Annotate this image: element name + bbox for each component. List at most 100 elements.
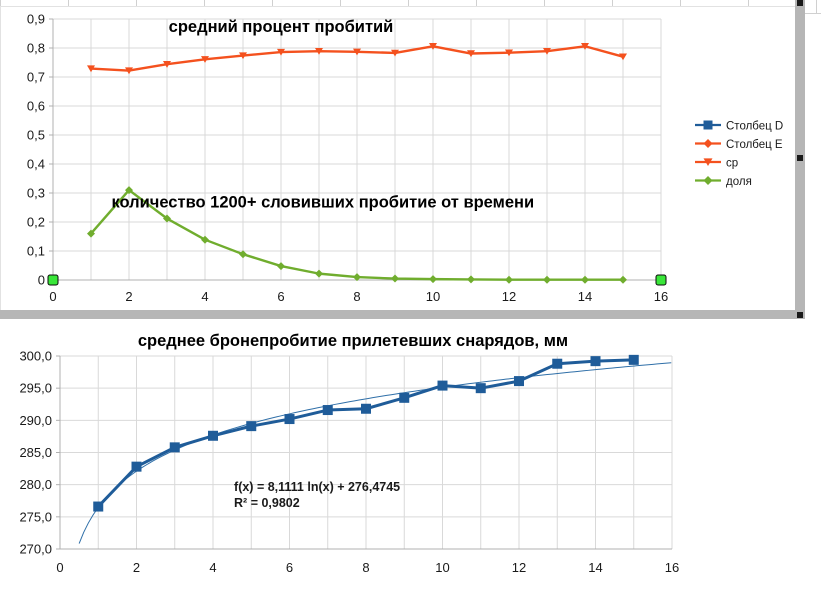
y-axis-tick-label: 0,2	[27, 215, 45, 230]
data-point-marker	[201, 56, 209, 63]
y-axis-tick-label: 285,0	[19, 445, 52, 460]
data-point-marker	[163, 61, 171, 68]
x-axis-tick-label: 14	[578, 289, 592, 304]
x-axis-tick-label: 10	[435, 560, 449, 575]
data-point-marker	[391, 274, 399, 283]
data-point-marker	[543, 47, 551, 55]
top-chart-canvas[interactable]: 0 0,1 0,2 0,3 0,4 0,5 0,6 0,7 0,8 0,9 0 2 4 6 8 10 12 14 1…	[1, 7, 799, 313]
data-point-marker	[277, 262, 285, 271]
y-axis-tick-label: 0,1	[27, 244, 45, 259]
sheet-col-line	[816, 0, 817, 14]
y-axis-tick-label: 0	[38, 273, 45, 288]
x-axis-tick-label: 12	[502, 289, 516, 304]
y-axis-tick-label: 295,0	[19, 381, 52, 396]
data-point-marker	[125, 67, 133, 75]
data-point-marker	[703, 176, 713, 185]
y-axis-tick-label: 280,0	[19, 477, 52, 492]
selection-handle-middle-right[interactable]	[797, 155, 803, 161]
data-point-marker	[239, 52, 247, 60]
trendline-r2-label: R² = 0,9802	[234, 496, 300, 510]
data-point-marker	[353, 48, 361, 56]
data-point-marker	[619, 275, 627, 284]
y-axis-tick-label: 0,9	[27, 12, 45, 27]
data-point-marker	[246, 421, 257, 432]
y-axis-tick-label: 0,5	[27, 128, 45, 143]
data-point-marker	[581, 275, 589, 284]
y-axis-tick-label: 0,7	[27, 70, 45, 85]
legend-label-0: Столбец D	[726, 121, 783, 133]
legend-label-1: Столбец E	[726, 139, 783, 151]
y-axis-tick-label: 275,0	[19, 509, 52, 524]
x-axis-tick-label: 6	[277, 289, 284, 304]
x-axis-tick-label: 4	[201, 289, 208, 304]
x-axis-tick-label: 14	[588, 560, 602, 575]
data-point-marker	[391, 49, 399, 57]
data-point-marker	[543, 275, 551, 284]
data-point-marker	[87, 65, 95, 73]
handle-box[interactable]	[655, 274, 667, 286]
data-point-marker	[208, 430, 218, 441]
y-axis-tick-label: 0,8	[27, 41, 45, 56]
data-point-marker	[315, 47, 323, 55]
y-axis-tick-label: 0,3	[27, 186, 45, 201]
data-point-marker	[467, 275, 475, 284]
x-axis-tick-label: 2	[125, 289, 132, 304]
bottom-chart-title: среднее бронепробитие прилетевших снаряд…	[138, 332, 568, 350]
x-axis-tick-label: 8	[362, 560, 369, 575]
data-point-marker	[131, 461, 142, 472]
data-point-marker	[437, 380, 448, 391]
y-axis-tick-label: 0,4	[27, 157, 45, 172]
chart-selection-frame-bottom[interactable]	[0, 310, 805, 319]
chart-annotation-1: количество 1200+ словивших пробитие от в…	[111, 194, 534, 212]
x-axis-tick-label: 0	[56, 560, 63, 575]
y-axis-tick-label: 290,0	[19, 413, 52, 428]
data-point-marker	[429, 275, 437, 284]
data-point-marker	[125, 186, 133, 195]
x-axis-tick-label: 16	[654, 289, 668, 304]
data-point-marker	[353, 273, 361, 282]
data-point-marker	[552, 358, 563, 369]
series-selection-handle-0[interactable]	[47, 274, 59, 286]
y-axis-tick-label: 270,0	[19, 542, 52, 557]
bottom-chart-object[interactable]: 270,0 275,0 280,0 285,0 290,0 295,0 300,0 0 2 4 6 8…	[0, 324, 800, 596]
x-axis-tick-label: 12	[512, 560, 526, 575]
y-axis-tick-label: 0,6	[27, 99, 45, 114]
data-point-marker	[163, 214, 171, 223]
series-selection-handle-1[interactable]	[655, 274, 667, 286]
x-axis-tick-label: 6	[286, 560, 293, 575]
chart-annotation-0: средний процент пробитий	[169, 18, 394, 36]
data-point-marker	[201, 235, 209, 244]
x-axis-tick-label: 8	[353, 289, 360, 304]
bottom-chart-canvas[interactable]: 270,0 275,0 280,0 285,0 290,0 295,0 300,0 0 2 4 6 8…	[0, 324, 800, 596]
y-axis-tick-label: 300,0	[19, 349, 52, 364]
x-axis-tick-label: 4	[209, 560, 216, 575]
top-chart-object[interactable]: 0 0,1 0,2 0,3 0,4 0,5 0,6 0,7 0,8 0,9 0 2 4 6 8 10 12 14 1…	[0, 6, 800, 314]
selection-handle-top-right[interactable]	[797, 0, 803, 6]
data-point-marker	[399, 392, 410, 403]
data-point-marker	[628, 354, 639, 365]
data-point-marker	[93, 501, 104, 512]
data-point-marker	[467, 50, 475, 58]
legend-label-2: ср	[726, 158, 738, 170]
x-axis-tick-label: 2	[133, 560, 140, 575]
selection-handle-bottom-right[interactable]	[797, 312, 803, 318]
data-point-marker	[429, 43, 437, 50]
data-point-marker	[703, 139, 713, 148]
data-point-marker	[505, 49, 513, 57]
data-point-marker	[361, 403, 371, 414]
data-point-marker	[284, 414, 295, 425]
x-axis-tick-label: 10	[426, 289, 440, 304]
data-point-marker	[169, 442, 180, 453]
data-point-marker	[703, 158, 713, 167]
data-point-marker	[87, 229, 95, 238]
data-point-marker	[475, 383, 486, 394]
legend-label-3: доля	[726, 176, 752, 188]
data-point-marker	[514, 376, 524, 387]
data-point-marker	[703, 120, 713, 130]
data-point-marker	[581, 43, 589, 50]
data-point-marker	[619, 53, 627, 61]
x-axis-tick-label: 16	[665, 560, 679, 575]
handle-box[interactable]	[47, 274, 59, 286]
x-axis-tick-label: 0	[49, 289, 56, 304]
